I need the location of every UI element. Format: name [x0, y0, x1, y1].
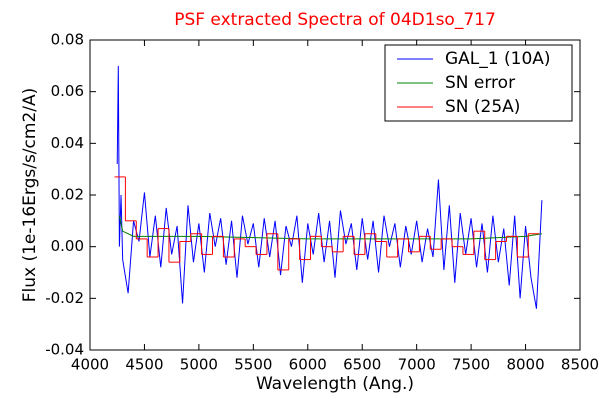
y-tick-label: 0.00	[51, 237, 84, 255]
x-tick-label: 5500	[234, 356, 272, 374]
y-tick-label: -0.04	[45, 341, 84, 359]
x-tick-label: 4000	[71, 356, 109, 374]
x-tick-label: 7000	[398, 356, 436, 374]
y-tick-label: 0.06	[51, 82, 84, 100]
y-tick-label: 0.04	[51, 134, 84, 152]
plot-frame	[89, 39, 581, 351]
y-tick-label: 0.02	[51, 186, 84, 204]
x-tick-label: 7500	[452, 356, 490, 374]
legend-label: SN (25A)	[445, 97, 520, 117]
x-tick-label: 6500	[343, 356, 381, 374]
y-tick-label: 0.08	[51, 31, 84, 49]
x-axis-label: Wavelength (Ang.)	[256, 374, 414, 394]
x-tick-label: 4500	[125, 356, 163, 374]
y-axis-label: Flux (1e-16Ergs/s/cm2/A)	[20, 88, 40, 303]
x-tick-label: 8000	[506, 356, 544, 374]
series-line	[118, 215, 542, 240]
y-tick-label: -0.02	[45, 289, 84, 307]
legend-label: SN error	[445, 73, 515, 93]
legend-label: GAL_1 (10A)	[445, 49, 551, 69]
x-tick-label: 8500	[561, 356, 599, 374]
x-tick-label: 6000	[289, 356, 327, 374]
x-tick-label: 5000	[180, 356, 218, 374]
chart-title: PSF extracted Spectra of 04D1so_717	[174, 10, 496, 30]
